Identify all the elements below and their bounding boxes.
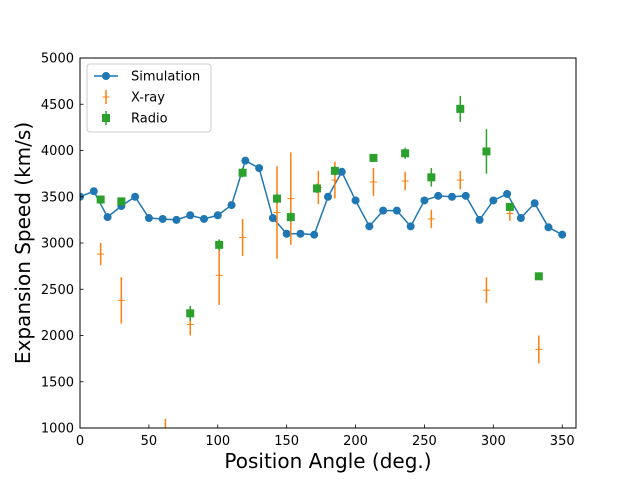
x-tick-label-1: 50 <box>141 434 158 449</box>
radio-point-1 <box>117 197 126 206</box>
simulation-point-10 <box>213 211 222 220</box>
simulation-point-26 <box>434 191 443 200</box>
x-tick-label-4: 200 <box>343 434 368 449</box>
y-tick-label-3: 2500 <box>41 283 74 298</box>
simulation-point-31 <box>503 189 512 198</box>
simulation-point-2 <box>103 213 112 222</box>
simulation-point-27 <box>448 192 456 201</box>
y-tick-label-7: 4500 <box>41 98 74 113</box>
simulation-point-6 <box>158 214 167 223</box>
simulation-point-19 <box>337 167 346 176</box>
y-tick-label-0: 1000 <box>41 422 74 437</box>
axis-ticks: 0 50 100 150 200 250 300 350 1000 1500 2000 2500 300… <box>41 52 575 450</box>
radio-point-3 <box>215 240 224 249</box>
simulation-point-33 <box>530 199 539 208</box>
x-tick-label-7: 350 <box>550 434 575 449</box>
simulation-point-11 <box>227 201 236 210</box>
radio-point-8 <box>330 166 339 175</box>
radio-point-7 <box>312 184 321 193</box>
legend-handle-radio <box>102 114 110 122</box>
simulation-point-21 <box>365 222 374 231</box>
x-tick-label-6: 300 <box>481 434 506 449</box>
y-tick-label-8: 5000 <box>41 52 74 67</box>
radio-point-9 <box>369 153 378 162</box>
simulation-point-29 <box>475 215 484 224</box>
y-tick-label-4: 3000 <box>41 237 74 252</box>
simulation-point-12 <box>241 156 250 165</box>
simulation-point-9 <box>200 214 208 223</box>
radio-point-11 <box>427 173 436 182</box>
radio-point-6 <box>286 213 295 222</box>
radio-point-14 <box>505 202 514 211</box>
simulation-point-28 <box>461 191 470 200</box>
simulation-point-5 <box>144 214 153 223</box>
simulation-point-35 <box>558 230 567 239</box>
simulation-point-23 <box>392 206 401 215</box>
y-tick-label-1: 1500 <box>41 375 74 390</box>
data-layer <box>80 95 567 428</box>
simulation-point-30 <box>489 196 498 205</box>
simulation-point-25 <box>420 196 429 205</box>
simulation-point-20 <box>351 196 360 205</box>
legend-box <box>86 63 212 133</box>
simulation-point-13 <box>255 164 264 173</box>
radio-point-12 <box>456 104 465 113</box>
simulation-point-17 <box>310 230 319 239</box>
y-axis-label: Expansion Speed (km/s) <box>11 122 35 364</box>
x-tick-label-3: 150 <box>274 434 299 449</box>
simulation-point-24 <box>406 222 415 231</box>
radio-point-10 <box>401 149 410 158</box>
x-tick-label-0: 0 <box>76 434 84 449</box>
simulation-point-8 <box>186 211 195 220</box>
y-tick-label-5: 3500 <box>41 190 74 205</box>
y-tick-label-2: 2000 <box>41 329 74 344</box>
simulation-point-7 <box>172 215 181 224</box>
legend-label-x-ray: X-ray <box>131 91 165 106</box>
simulation-point-16 <box>296 229 305 238</box>
simulation-point-22 <box>379 206 388 215</box>
radio-point-2 <box>186 309 195 318</box>
simulation-point-15 <box>282 229 291 238</box>
legend-label-simulation: Simulation <box>131 70 200 85</box>
radio-point-4 <box>238 168 247 177</box>
radio-point-15 <box>534 272 543 281</box>
y-tick-label-6: 4000 <box>41 144 74 159</box>
simulation-point-34 <box>544 223 553 232</box>
radio-point-13 <box>482 147 491 156</box>
legend-label-radio: Radio <box>131 112 168 127</box>
radio-point-0 <box>96 195 105 204</box>
simulation-point-1 <box>89 187 98 196</box>
x-axis-label: Position Angle (deg.) <box>224 449 431 473</box>
radio-point-5 <box>273 194 282 203</box>
legend-handle-simulation <box>102 72 110 80</box>
simulation-point-14 <box>268 214 277 223</box>
legend: Simulation X-ray Radio <box>86 63 212 133</box>
x-tick-label-5: 250 <box>412 434 437 449</box>
simulation-point-32 <box>516 214 525 223</box>
simulation-point-4 <box>131 192 140 201</box>
x-tick-label-2: 100 <box>205 434 230 449</box>
simulation-point-18 <box>324 192 332 201</box>
